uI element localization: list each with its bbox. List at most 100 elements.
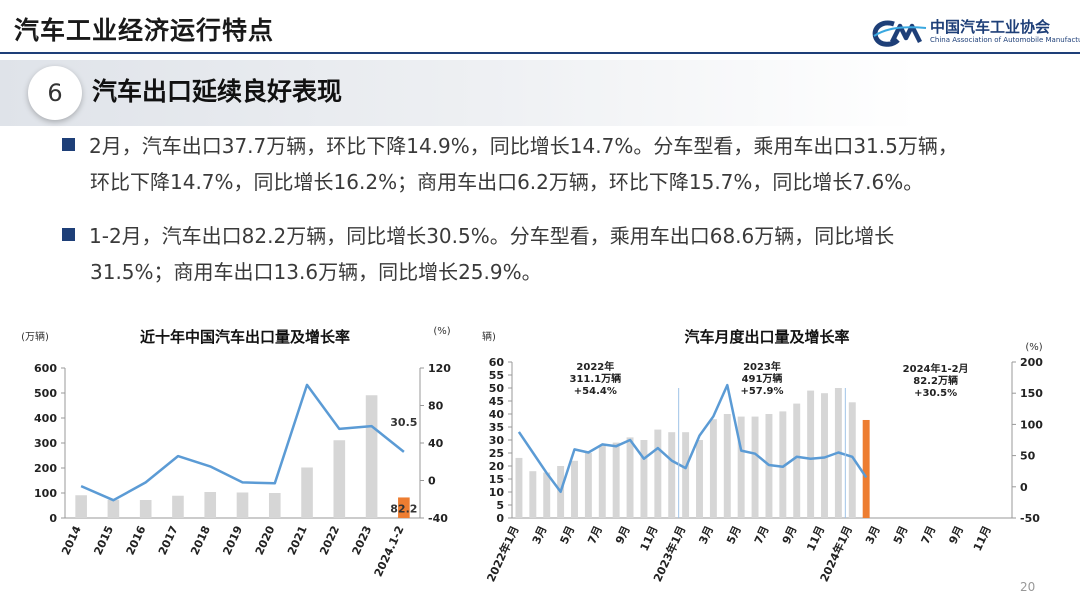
header: 汽车工业经济运行特点 中国汽车工业协会 China Association of… — [0, 0, 1080, 58]
y2-tick-label: -50 — [1020, 512, 1040, 525]
y-tick-label: 10 — [489, 486, 505, 499]
x-tick-label: 5月 — [891, 524, 911, 546]
x-tick-label: 5月 — [724, 524, 744, 546]
header-rule — [0, 52, 1080, 54]
annotation-growth: +54.4% — [574, 386, 617, 397]
y-tick-label: 0 — [496, 512, 504, 525]
y-tick-label: 20 — [489, 460, 505, 473]
bar — [723, 414, 731, 518]
growth-rate-line — [517, 383, 868, 494]
page-number: 20 — [1020, 580, 1036, 594]
bar — [626, 437, 634, 518]
bar — [107, 499, 120, 518]
x-tick-label: 11月 — [804, 524, 827, 553]
section-band — [0, 60, 1080, 126]
bar — [571, 460, 578, 518]
bullet-text-line: 环比下降14.7%，同比增长16.2%；商用车出口6.2万辆，环比下降15.7%… — [90, 170, 924, 194]
x-tick-label: 2014 — [59, 523, 84, 557]
bar — [172, 495, 184, 518]
bullet-square-icon — [62, 228, 75, 241]
y-tick-label: 30 — [489, 434, 505, 447]
x-tick-label: 2024.1-2 — [372, 524, 407, 579]
annual-export-chart: 近十年中国汽车出口量及增长率(万辆)(%)0100200300400500600… — [21, 326, 451, 579]
section-number: 6 — [28, 66, 82, 120]
bar — [807, 390, 815, 518]
caam-logo-icon — [872, 20, 927, 47]
bar — [398, 497, 410, 518]
y-tick-label: 0 — [49, 512, 57, 525]
y2-tick-label: 50 — [1020, 450, 1036, 463]
x-tick-label: 2023 — [350, 524, 375, 557]
y-tick-label: 35 — [489, 421, 504, 434]
bar — [333, 440, 346, 518]
annotation-total: 82.2万辆 — [913, 374, 958, 387]
x-tick-label: 2022年1月 — [483, 523, 521, 584]
annotation-growth: +30.5% — [914, 388, 957, 399]
y-tick-label: 600 — [34, 362, 57, 375]
bar — [612, 442, 620, 518]
x-tick-label: 11月 — [971, 524, 994, 553]
growth-rate-data-label: 30.5 — [390, 416, 417, 429]
y-tick-label: 500 — [34, 387, 57, 400]
bullet-february: 2月，汽车出口37.7万辆，环比下降14.9%，同比增长14.7%。分车型看，乘… — [62, 128, 1072, 200]
y-axis-unit-label: (万辆) — [482, 330, 496, 343]
y2-tick-label: -40 — [428, 512, 448, 525]
bullet-text-line: 1-2月，汽车出口82.2万辆，同比增长30.5%。分车型看，乘用车出口68.6… — [89, 224, 895, 248]
y2-tick-label: 80 — [428, 400, 444, 413]
y2-axis-unit-label: (%) — [1025, 342, 1042, 353]
page-title: 汽车工业经济运行特点 — [14, 16, 275, 45]
logo-english-name: China Association of Automobile Manufact… — [930, 36, 1080, 44]
y-tick-label: 40 — [489, 408, 505, 421]
bar — [779, 411, 787, 518]
x-tick-label: 11月 — [638, 524, 661, 553]
bar — [848, 402, 856, 518]
bar — [751, 416, 759, 518]
bar — [365, 395, 378, 518]
y2-tick-label: 40 — [428, 437, 444, 450]
bar — [709, 419, 717, 518]
bar — [696, 440, 703, 518]
y2-tick-label: 100 — [1020, 418, 1043, 431]
annotation-period: 2024年1-2月 — [903, 362, 969, 375]
bullet-jan-feb: 1-2月，汽车出口82.2万辆，同比增长30.5%。分车型看，乘用车出口68.6… — [62, 218, 1072, 290]
bar — [268, 493, 281, 518]
bar — [821, 393, 828, 518]
x-tick-label: 7月 — [919, 524, 939, 546]
y-tick-label: 5 — [496, 499, 504, 512]
y2-tick-label: 200 — [1020, 356, 1043, 369]
y2-tick-label: 0 — [428, 475, 436, 488]
bar — [236, 492, 249, 518]
x-tick-label: 2022 — [317, 524, 342, 557]
bullet-text-line: 2月，汽车出口37.7万辆，环比下降14.9%，同比增长14.7%。分车型看，乘… — [89, 134, 958, 158]
y-tick-label: 15 — [489, 473, 504, 486]
y-tick-label: 25 — [489, 447, 504, 460]
caam-logo: 中国汽车工业协会 China Association of Automobile… — [872, 14, 1080, 54]
bar — [598, 445, 606, 518]
annotation-total: 311.1万辆 — [570, 372, 622, 385]
growth-rate-line — [80, 383, 405, 502]
bar — [682, 432, 690, 518]
chart-title: 汽车月度出口量及增长率 — [684, 328, 849, 346]
bar — [301, 467, 313, 518]
bar — [668, 432, 676, 518]
x-tick-label: 9月 — [780, 524, 800, 546]
annotation-period: 2023年 — [743, 360, 781, 373]
bar — [529, 471, 537, 518]
y-tick-label: 400 — [34, 412, 57, 425]
x-tick-label: 5月 — [558, 524, 578, 546]
x-tick-label: 3月 — [530, 524, 550, 546]
bar — [139, 500, 152, 518]
x-tick-label: 2018 — [188, 524, 213, 557]
y-tick-label: 200 — [34, 462, 57, 475]
bullet-text-line: 31.5%；商用车出口13.6万辆，同比增长25.9%。 — [90, 260, 542, 284]
y-tick-label: 100 — [34, 487, 57, 500]
y-tick-label: 45 — [489, 395, 504, 408]
x-tick-label: 2021 — [285, 524, 310, 557]
bar — [654, 429, 662, 518]
bar — [543, 472, 551, 518]
x-tick-label: 3月 — [696, 524, 716, 546]
x-tick-label: 2019 — [220, 524, 245, 557]
y-tick-label: 50 — [489, 382, 505, 395]
x-tick-label: 7月 — [585, 524, 605, 546]
x-tick-label: 2020 — [253, 523, 278, 557]
